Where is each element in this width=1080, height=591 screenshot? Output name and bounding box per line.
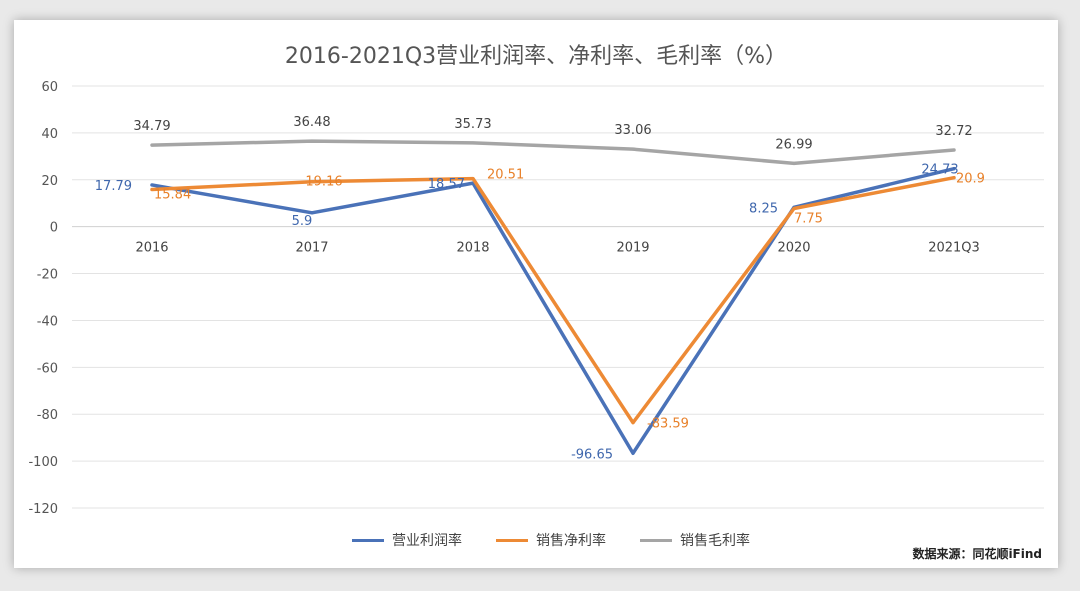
x-tick-label: 2021Q3: [928, 241, 980, 256]
y-tick-label: -100: [28, 455, 58, 470]
data-label: 19.16: [305, 175, 342, 190]
y-tick-label: 40: [41, 127, 58, 142]
legend-label-gross-margin: 销售毛利率: [680, 533, 750, 549]
chart-frame: 2016-2021Q3营业利润率、净利率、毛利率（%） 60 40 20 0 -20 -4…: [14, 20, 1058, 568]
data-label: 18.57: [428, 177, 465, 192]
data-label: 26.99: [775, 137, 812, 152]
data-label: 5.9: [292, 214, 313, 229]
data-point: [952, 176, 956, 180]
x-tick-label: 2016: [135, 241, 168, 256]
data-label: -83.59: [647, 417, 689, 432]
legend-item-gross-margin: 销售毛利率: [640, 530, 750, 550]
data-label: 8.25: [749, 201, 778, 216]
data-label: 20.51: [487, 168, 524, 183]
data-label: 34.79: [133, 119, 170, 134]
data-point: [631, 451, 635, 455]
y-tick-label: -20: [37, 268, 58, 283]
chart-title: 2016-2021Q3营业利润率、净利率、毛利率（%）: [284, 44, 788, 69]
data-label: 15.84: [154, 188, 191, 203]
data-label: -96.65: [571, 447, 613, 462]
series-line-2: [150, 139, 956, 166]
series-line-1: [150, 175, 956, 425]
chart-svg: 60 40 20 0 -20 -40 -60 -80 -100 -120 2016 2017 2018 2…: [28, 80, 1044, 517]
series-line-0: [150, 166, 956, 456]
data-point: [150, 143, 154, 147]
data-point: [471, 141, 475, 145]
data-point: [471, 177, 475, 181]
legend-item-operating-margin: 营业利润率: [352, 530, 462, 550]
data-point: [310, 180, 314, 184]
data-point: [952, 148, 956, 152]
data-label: 17.79: [95, 179, 132, 194]
y-tick-label: -80: [37, 408, 58, 423]
legend-label-operating-margin: 营业利润率: [392, 533, 462, 549]
legend-swatch-gross-margin: [640, 538, 672, 542]
y-tick-label: 20: [41, 174, 58, 189]
legend-label-net-margin: 销售净利率: [536, 533, 606, 549]
data-point: [952, 167, 956, 171]
x-tick-label: 2020: [777, 241, 810, 256]
x-tick-label: 2018: [456, 241, 489, 256]
legend-swatch-net-margin: [496, 538, 528, 542]
x-tick-label: 2017: [295, 241, 328, 256]
data-point: [631, 147, 635, 151]
data-label: 24.73: [921, 163, 958, 178]
data-point: [792, 161, 796, 165]
data-label: 35.73: [454, 117, 491, 132]
data-label: 33.06: [614, 123, 651, 138]
data-point: [631, 421, 635, 425]
data-point: [150, 183, 154, 187]
data-point: [310, 211, 314, 215]
legend: 营业利润率 销售净利率 销售毛利率: [352, 530, 750, 550]
y-tick-label: 60: [41, 80, 58, 95]
y-tick-label: -40: [37, 314, 58, 329]
data-point: [792, 206, 796, 210]
y-tick-label: -120: [28, 502, 58, 517]
legend-swatch-operating-margin: [352, 538, 384, 542]
x-tick-label: 2019: [616, 241, 649, 256]
y-tick-label: 0: [50, 221, 58, 236]
legend-item-net-margin: 销售净利率: [496, 530, 606, 550]
data-source-note: 数据来源：同花顺iFind: [912, 547, 1042, 561]
data-label: 32.72: [935, 124, 972, 139]
data-label: 36.48: [293, 115, 330, 130]
data-label: 7.75: [794, 211, 823, 226]
data-point: [310, 139, 314, 143]
data-point: [150, 188, 154, 192]
data-label: 20.9: [956, 172, 985, 187]
y-tick-label: -60: [37, 361, 58, 376]
